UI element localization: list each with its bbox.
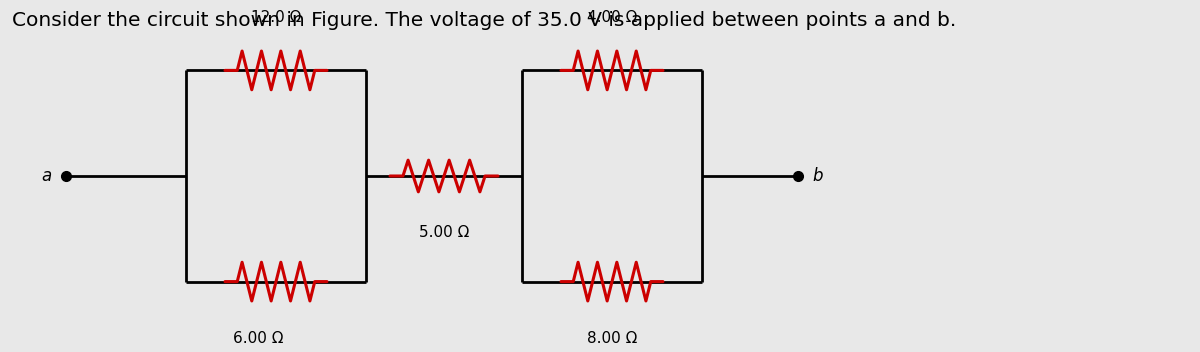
Text: b: b — [812, 167, 823, 185]
Text: 8.00 Ω: 8.00 Ω — [587, 331, 637, 346]
Text: 6.00 Ω: 6.00 Ω — [233, 331, 283, 346]
Text: 12.0 Ω: 12.0 Ω — [251, 10, 301, 25]
Text: Consider the circuit shown in Figure. The voltage of 35.0 V is applied between p: Consider the circuit shown in Figure. Th… — [12, 11, 956, 30]
Text: 5.00 Ω: 5.00 Ω — [419, 225, 469, 240]
Text: a: a — [41, 167, 52, 185]
Text: 4.00 Ω: 4.00 Ω — [587, 10, 637, 25]
